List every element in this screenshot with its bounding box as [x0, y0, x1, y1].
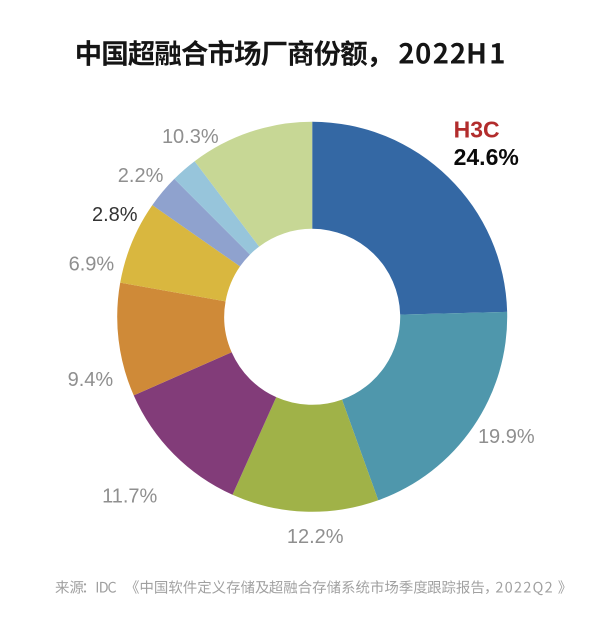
- svg-text:2.2%: 2.2%: [118, 165, 164, 187]
- svg-text:19.9%: 19.9%: [478, 426, 535, 448]
- svg-text:12.2%: 12.2%: [287, 526, 344, 548]
- svg-text:11.7%: 11.7%: [102, 485, 157, 507]
- svg-text:24.6%: 24.6%: [454, 144, 519, 170]
- svg-text:6.9%: 6.9%: [69, 254, 115, 276]
- svg-text:10.3%: 10.3%: [162, 126, 219, 148]
- svg-text:9.4%: 9.4%: [68, 369, 114, 391]
- svg-text:2.8%: 2.8%: [92, 204, 138, 226]
- svg-text:H3C: H3C: [454, 117, 500, 143]
